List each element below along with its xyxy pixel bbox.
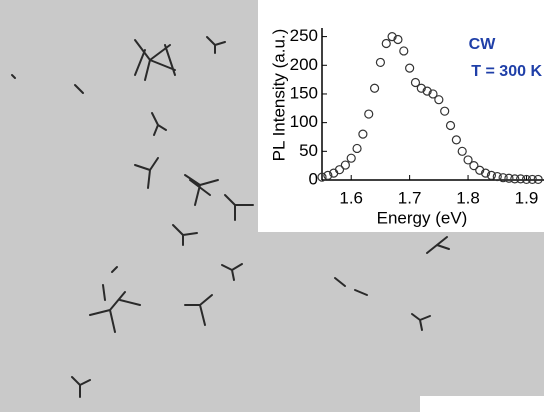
data-point — [369, 83, 380, 93]
x-tick-label: 1.8 — [456, 188, 480, 207]
data-point — [399, 46, 409, 56]
data-point — [428, 89, 438, 99]
data-point — [451, 135, 461, 145]
scale-bar-box — [420, 396, 544, 412]
data-point — [475, 165, 485, 175]
y-tick-label: 150 — [290, 83, 318, 102]
data-point — [498, 173, 508, 183]
data-point — [323, 170, 333, 181]
tetrapods — [11, 36, 450, 398]
annotation: T = 300 K — [471, 63, 542, 80]
data-point — [440, 106, 450, 116]
data-point — [346, 153, 356, 163]
data-point — [317, 172, 327, 182]
data-point — [387, 32, 397, 42]
data-point — [469, 161, 479, 171]
data-point — [486, 170, 497, 181]
x-axis-label: Energy (eV) — [377, 208, 468, 227]
data-point — [434, 95, 444, 105]
x-tick-label: 1.6 — [339, 188, 363, 207]
data-point — [516, 174, 526, 184]
data-point — [533, 174, 543, 185]
y-tick-label: 0 — [309, 169, 318, 188]
data-point — [527, 174, 537, 185]
x-tick-label: 1.9 — [515, 188, 539, 207]
data-point — [340, 160, 350, 170]
x-tick-label: 1.7 — [398, 188, 422, 207]
data-point — [521, 174, 532, 185]
data-point — [445, 120, 456, 131]
inset-plot: 0 50 100 150 200 250 1.6 1.7 1.8 1.9 — [290, 26, 544, 207]
data-point — [381, 38, 391, 49]
data-point — [358, 129, 368, 139]
data-point — [492, 171, 502, 182]
y-axis-label: PL Intensity (a.u.) — [269, 29, 288, 162]
data-point — [334, 165, 345, 175]
data-point — [393, 34, 403, 45]
data-point — [405, 63, 415, 73]
data-point — [375, 57, 386, 68]
annotation: CW — [469, 36, 497, 53]
data-point — [504, 173, 514, 183]
y-tick-label: 250 — [290, 26, 318, 45]
data-point — [463, 155, 473, 165]
data-point — [422, 86, 432, 96]
data-point — [364, 109, 374, 119]
y-tick-label: 200 — [290, 55, 318, 74]
data-point — [416, 83, 426, 93]
data-point — [352, 143, 362, 154]
data-point — [410, 77, 421, 88]
y-tick-label: 50 — [299, 141, 318, 160]
data-point — [480, 168, 491, 178]
y-tick-label: 100 — [290, 112, 318, 131]
data-point — [510, 174, 520, 184]
inset — [258, 0, 544, 232]
data-point — [457, 146, 467, 156]
